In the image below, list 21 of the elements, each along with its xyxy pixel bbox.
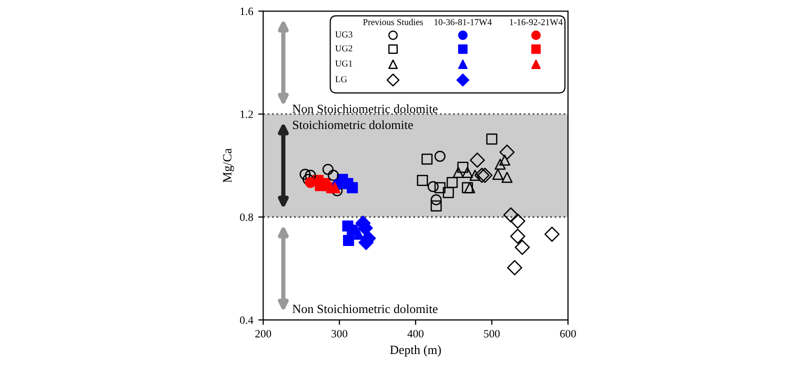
annotation: Non Stoichiometric dolomite (292, 304, 438, 314)
annotation: Stoichiometric dolomite (292, 120, 413, 130)
x-tick-label: 600 (560, 330, 576, 338)
annotation: UG2 (335, 45, 352, 52)
annotation: UG1 (335, 60, 352, 67)
x-axis-title: Depth (m) (390, 345, 441, 357)
x-tick-label: 300 (332, 330, 348, 338)
annotation: LG (335, 76, 347, 82)
annotation: 10-36-81-17W4 (434, 19, 492, 26)
annotation: UG3 (335, 31, 352, 38)
y-tick-label: 1.6 (240, 8, 254, 16)
y-tick-label: 1.2 (240, 110, 253, 118)
x-tick-label: 200 (255, 330, 272, 338)
annotation: Non Stoichiometric dolomite (292, 104, 438, 114)
x-tick-label: 500 (484, 330, 500, 338)
y-tick-label: 0.8 (240, 213, 254, 222)
annotation: 1-16-92-21W4 (510, 19, 563, 26)
y-tick-label: 0.4 (240, 316, 254, 324)
annotation: Previous Studies (363, 18, 423, 26)
x-tick-label: 400 (407, 330, 424, 338)
y-axis-title: Mg/Ca (223, 148, 234, 183)
